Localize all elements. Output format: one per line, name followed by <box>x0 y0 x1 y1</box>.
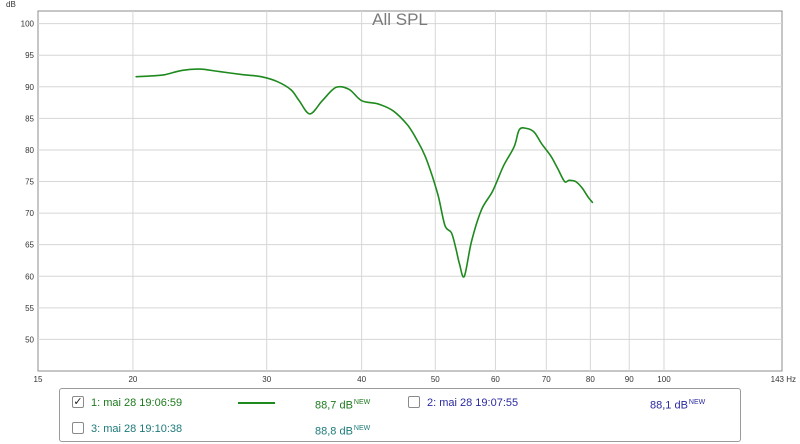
series-layer <box>135 68 594 278</box>
legend-item-1-line-swatch <box>238 402 275 404</box>
x-tick-label: 30 <box>262 375 271 384</box>
y-tick-label: 65 <box>25 241 34 250</box>
legend-item-1-checkbox[interactable]: ✓ <box>72 396 84 408</box>
series-line-1 <box>135 68 594 278</box>
y-tick-label: 60 <box>25 272 34 281</box>
legend-item-2-label: 2: mai 28 19:07:55 <box>427 397 519 409</box>
x-tick-label: 50 <box>431 375 440 384</box>
legend-item-2-checkbox[interactable] <box>408 396 420 408</box>
legend-item-3-checkbox[interactable] <box>72 422 84 434</box>
spl-chart: dB 50 55 60 65 70 75 80 85 90 95 100 15 20 30 40 50 60 7… <box>6 0 796 384</box>
y-tick-labels: 50 55 60 65 70 75 80 85 90 95 100 <box>21 20 35 345</box>
legend-item-2[interactable]: 2: mai 28 19:07:55 88,1 dBNEW <box>408 394 728 412</box>
legend-item-3-label: 3: mai 28 19:10:38 <box>91 423 183 435</box>
y-tick-label: 80 <box>25 146 34 155</box>
legend-item-1-value: 88,7 dBNEW <box>315 399 371 412</box>
x-tick-labels: 15 20 30 40 50 60 70 80 90 100 143 Hz <box>34 375 796 384</box>
y-axis-unit-label: dB <box>6 0 16 9</box>
y-tick-label: 95 <box>25 51 34 60</box>
chart-title: All SPL <box>372 10 428 29</box>
legend-item-3-value: 88,8 dBNEW <box>315 425 371 438</box>
x-tick-label: 80 <box>586 375 595 384</box>
y-tick-label: 85 <box>25 114 34 123</box>
y-tick-label: 90 <box>25 83 34 92</box>
y-tick-label: 100 <box>21 20 35 29</box>
x-tick-label: 70 <box>542 375 551 384</box>
legend-item-2-badge: NEW <box>688 399 706 406</box>
legend-item-2-value: 88,1 dBNEW <box>650 399 706 412</box>
x-tick-label: 20 <box>128 375 137 384</box>
legend-item-3-badge: NEW <box>353 425 371 432</box>
x-tick-label: 143 Hz <box>771 375 796 384</box>
legend-item-3[interactable]: 3: mai 28 19:10:38 88,8 dBNEW <box>72 420 372 438</box>
x-tick-label: 100 <box>657 375 671 384</box>
legend-item-1-badge: NEW <box>353 399 371 406</box>
legend-item-1-label: 1: mai 28 19:06:59 <box>91 397 183 409</box>
legend-panel: ✓ 1: mai 28 19:06:59 88,7 dBNEW 2: mai 2… <box>59 388 741 442</box>
grid-lines <box>38 11 782 371</box>
y-tick-label: 55 <box>25 304 34 313</box>
x-tick-label: 60 <box>491 375 500 384</box>
plot-area <box>37 10 783 372</box>
y-tick-label: 50 <box>25 335 34 344</box>
x-tick-label: 40 <box>357 375 366 384</box>
y-tick-label: 70 <box>25 209 34 218</box>
x-tick-label: 15 <box>34 375 43 384</box>
legend-item-1[interactable]: ✓ 1: mai 28 19:06:59 88,7 dBNEW <box>72 394 372 412</box>
x-tick-label: 90 <box>625 375 634 384</box>
y-tick-label: 75 <box>25 178 34 187</box>
